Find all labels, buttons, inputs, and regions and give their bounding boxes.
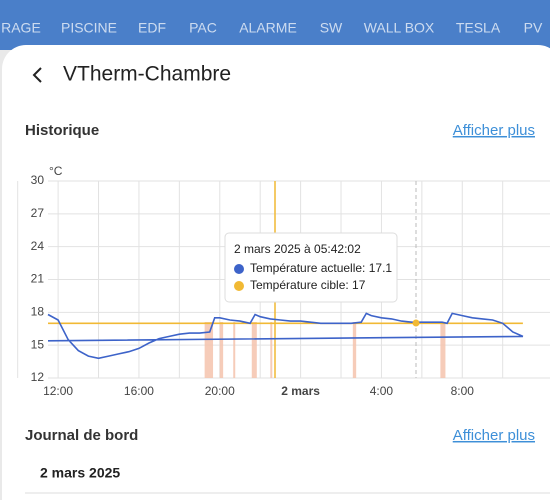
- tooltip-line: Température actuelle: 17.1: [250, 261, 392, 275]
- logbook-date: 2 mars 2025: [40, 465, 120, 481]
- x-tick-label: 16:00: [124, 384, 154, 398]
- nav-tab[interactable]: TESLA: [456, 20, 501, 36]
- nav-tab[interactable]: IRAGE: [0, 20, 41, 36]
- nav-bar: [0, 0, 550, 50]
- y-unit: °C: [49, 164, 63, 178]
- nav-tab[interactable]: WALL BOX: [364, 20, 435, 36]
- nav-tab[interactable]: PV: [524, 20, 543, 36]
- y-tick-label: 24: [31, 239, 45, 253]
- heating-period: [440, 322, 446, 378]
- nav-tab[interactable]: ALARME: [239, 20, 297, 36]
- chart: °C 12 15 18 21 24 27 30 12:00 16:00 20:00 2 mars 4:0…: [17, 164, 550, 398]
- x-tick-label: 2 mars: [281, 384, 320, 398]
- history-link[interactable]: Afficher plus: [453, 122, 535, 139]
- heating-period: [270, 322, 273, 378]
- x-tick-label: 20:00: [205, 384, 235, 398]
- heating-period: [219, 322, 224, 378]
- logbook-link[interactable]: Afficher plus: [453, 427, 535, 444]
- hover-dot: [412, 319, 420, 327]
- y-tick-label: 12: [31, 370, 45, 384]
- tooltip-box: [224, 232, 398, 303]
- nav-tabs: IRAGE PISCINE EDF PAC ALARME SW WALL BOX TESLA P…: [0, 20, 543, 36]
- nav-tab[interactable]: SW: [320, 20, 343, 36]
- back-button[interactable]: [32, 67, 42, 83]
- nav-tab[interactable]: PAC: [189, 20, 217, 36]
- dialog-title: VTherm-Chambre: [63, 63, 231, 86]
- x-tick-label: 8:00: [451, 384, 475, 398]
- history-heading: Historique: [25, 122, 99, 139]
- y-tick-label: 27: [31, 206, 45, 220]
- heating-period: [251, 322, 257, 378]
- heating-period: [204, 322, 214, 378]
- nav-tab[interactable]: EDF: [138, 20, 166, 36]
- series-line: [47, 312, 524, 360]
- x-tick-label: 4:00: [370, 384, 394, 398]
- tooltip-swatch: [234, 281, 244, 291]
- x-tick-label: 12:00: [43, 384, 73, 398]
- y-tick-label: 18: [31, 305, 45, 319]
- tooltip-line: Température cible: 17: [250, 278, 366, 292]
- y-tick-label: 30: [31, 173, 45, 187]
- tooltip-title: 2 mars 2025 à 05:42:02: [234, 242, 361, 256]
- heating-period: [352, 322, 357, 378]
- y-tick-label: 15: [31, 337, 45, 351]
- tooltip-swatch: [234, 264, 244, 274]
- logbook-heading: Journal de bord: [25, 427, 138, 444]
- y-tick-label: 21: [31, 272, 45, 286]
- heating-period: [233, 322, 236, 378]
- nav-tab[interactable]: PISCINE: [61, 20, 117, 36]
